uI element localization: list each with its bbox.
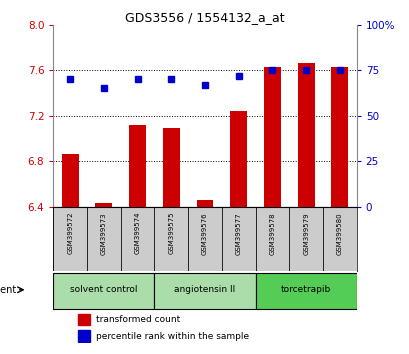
Bar xyxy=(255,207,289,270)
Text: agent: agent xyxy=(0,285,17,295)
Text: angiotensin II: angiotensin II xyxy=(174,285,235,294)
Title: GDS3556 / 1554132_a_at: GDS3556 / 1554132_a_at xyxy=(125,11,284,24)
Bar xyxy=(196,200,213,207)
Bar xyxy=(129,125,146,207)
Text: GSM399572: GSM399572 xyxy=(67,212,73,255)
Text: percentile rank within the sample: percentile rank within the sample xyxy=(96,332,248,341)
Bar xyxy=(62,154,79,207)
Text: GSM399575: GSM399575 xyxy=(168,212,174,255)
Bar xyxy=(162,128,179,207)
Text: GSM399579: GSM399579 xyxy=(302,212,308,255)
Bar xyxy=(230,111,247,207)
Bar xyxy=(77,314,90,325)
Bar xyxy=(53,207,87,270)
Bar xyxy=(120,207,154,270)
Bar xyxy=(221,207,255,270)
Bar xyxy=(154,273,255,309)
Bar xyxy=(263,67,280,207)
Bar xyxy=(87,207,120,270)
Text: GSM399573: GSM399573 xyxy=(101,212,107,255)
Text: GSM399578: GSM399578 xyxy=(269,212,275,255)
Bar xyxy=(154,207,188,270)
Bar xyxy=(322,207,356,270)
Bar xyxy=(95,204,112,207)
Bar xyxy=(77,330,90,342)
Text: GSM399577: GSM399577 xyxy=(235,212,241,255)
Text: torcetrapib: torcetrapib xyxy=(280,285,330,294)
Text: GSM399574: GSM399574 xyxy=(134,212,140,255)
Text: solvent control: solvent control xyxy=(70,285,137,294)
Bar xyxy=(188,207,221,270)
Bar xyxy=(330,67,347,207)
Bar xyxy=(255,273,356,309)
Text: GSM399576: GSM399576 xyxy=(202,212,207,255)
Bar xyxy=(53,273,154,309)
Text: GSM399580: GSM399580 xyxy=(336,212,342,255)
Text: transformed count: transformed count xyxy=(96,315,180,324)
Bar xyxy=(289,207,322,270)
Bar xyxy=(297,63,314,207)
